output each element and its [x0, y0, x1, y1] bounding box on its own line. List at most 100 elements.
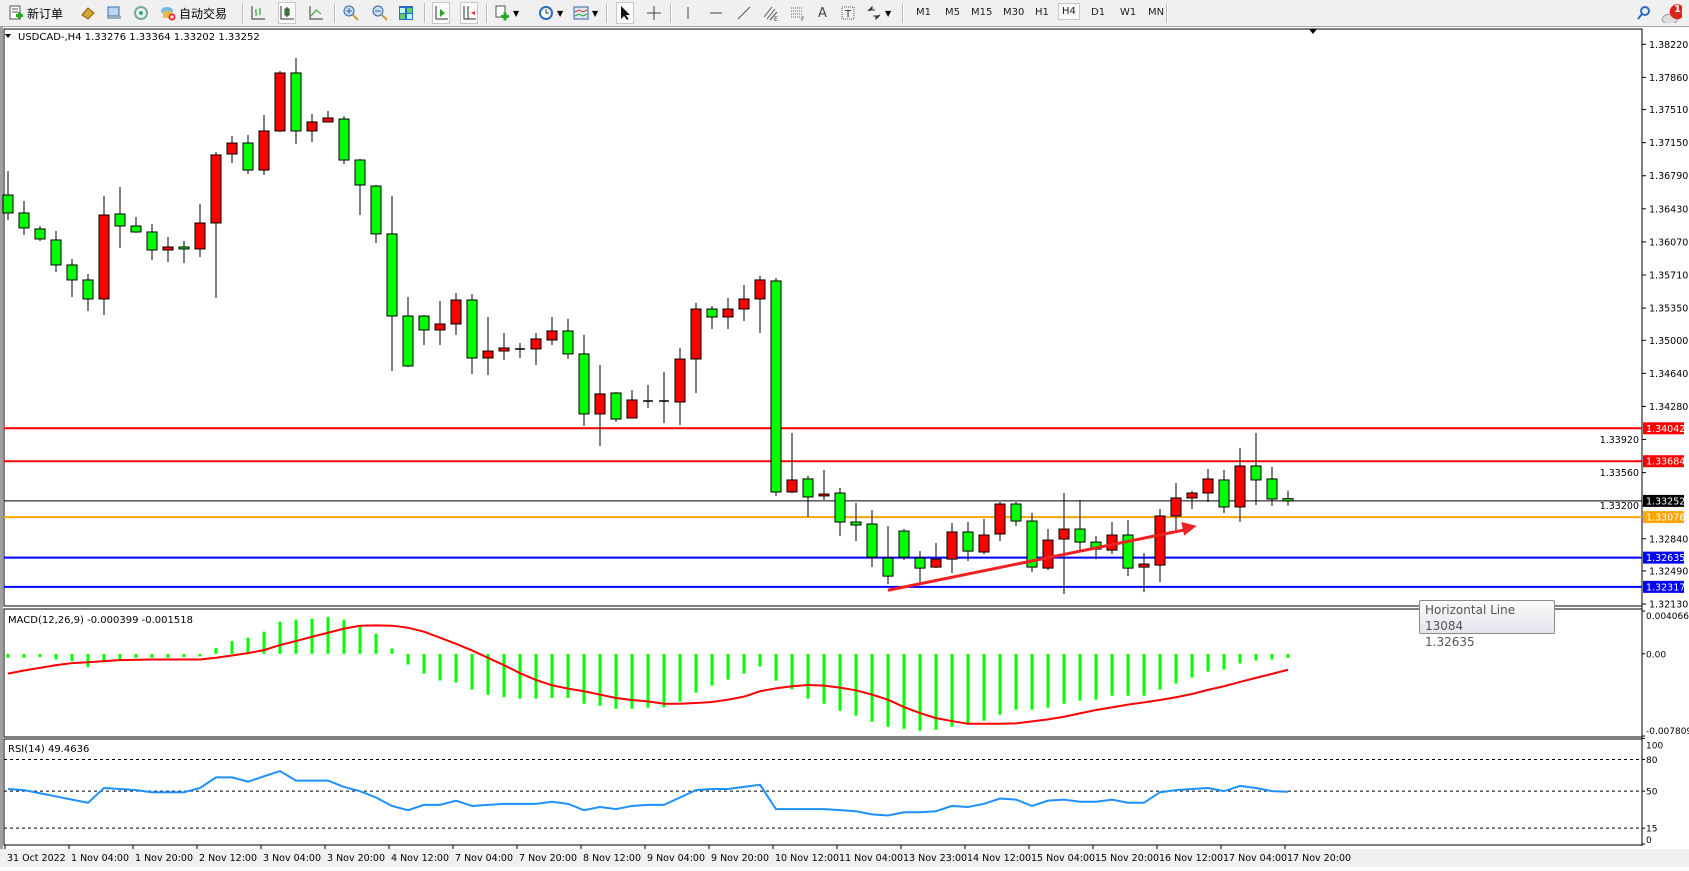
macd-histogram-bar	[1270, 653, 1274, 660]
candle	[290, 57, 302, 145]
chart-window[interactable]: 1.34042 1.33684 1.33252 1.33076 1.32635 1.323…	[0, 27, 1689, 867]
notification-button[interactable]: 1	[1660, 3, 1682, 23]
timeframe-mn[interactable]: MN	[1148, 7, 1165, 18]
candle-body	[274, 72, 286, 132]
candle-body	[706, 308, 718, 318]
signals-button[interactable]	[133, 3, 149, 23]
trend-arrow-line[interactable]	[887, 527, 1188, 592]
macd-histogram-bar	[118, 653, 122, 660]
zoom-in-button[interactable]	[343, 3, 359, 23]
vertical-line-button[interactable]	[680, 3, 696, 23]
candle	[578, 334, 590, 427]
candle-body	[898, 530, 910, 558]
trend-arrow-head-icon[interactable]	[1181, 522, 1197, 536]
candle-body	[130, 225, 142, 233]
candle-body	[978, 534, 990, 553]
bar-chart-button[interactable]	[250, 3, 266, 23]
candle-body	[402, 315, 414, 367]
candle-body	[450, 299, 462, 325]
timeframe-w1[interactable]: W1	[1120, 7, 1137, 18]
equidistant-channel-button[interactable]: E	[763, 3, 779, 23]
candle	[962, 522, 974, 562]
price-axis-label: 1.37860	[1649, 73, 1688, 84]
periods-button[interactable]: ▼	[538, 3, 563, 23]
macd-histogram-bar	[454, 653, 458, 683]
macd-histogram-bar	[566, 653, 570, 699]
candle	[818, 469, 830, 500]
macd-histogram-bar	[918, 653, 922, 731]
candle-body	[1010, 503, 1022, 522]
timeframe-m30[interactable]: M30	[1003, 7, 1025, 18]
macd-histogram-bar	[390, 648, 394, 654]
search-button[interactable]	[1636, 3, 1652, 23]
templates-button[interactable]: ▼	[573, 3, 598, 23]
timeframe-m1[interactable]: M1	[916, 7, 931, 18]
new-order-icon	[9, 5, 23, 20]
price-label-bg	[1643, 494, 1684, 507]
new-order-button[interactable]: 新订单	[8, 3, 63, 23]
macd-histogram-bar	[1078, 653, 1082, 701]
candle	[274, 70, 286, 132]
text-button[interactable]: A	[818, 3, 827, 23]
candle	[546, 316, 558, 345]
auto-scroll-icon	[435, 6, 448, 20]
macd-histogram-bar	[630, 653, 634, 709]
indicators-button[interactable]: ▼	[494, 3, 519, 23]
macd-histogram-bar	[614, 653, 618, 709]
market-watch-button[interactable]	[80, 3, 96, 23]
trendline-button[interactable]	[736, 3, 752, 23]
candle-body	[226, 142, 238, 155]
tooltip-value: 1.32635	[1425, 635, 1475, 649]
candlestick-button[interactable]	[278, 2, 296, 24]
timeframe-h1[interactable]: H1	[1035, 7, 1049, 18]
macd-title: MACD(12,26,9) -0.000399 -0.001518	[8, 615, 193, 626]
market-watch-icon	[81, 7, 95, 20]
candle-body	[386, 233, 398, 317]
auto-trading-button[interactable]: 自动交易	[160, 3, 227, 23]
arrows-icon	[867, 5, 881, 21]
macd-histogram-bar	[102, 653, 106, 662]
horizontal-line-button[interactable]	[708, 3, 724, 23]
fibonacci-button[interactable]: F	[790, 3, 806, 23]
zoom-out-button[interactable]	[372, 3, 388, 23]
timeframe-h4[interactable]: H4	[1058, 3, 1080, 20]
chart-canvas[interactable]: 1.34042 1.33684 1.33252 1.33076 1.32635 1.323…	[0, 27, 1689, 867]
candle-body	[626, 399, 638, 419]
candle-body	[2, 194, 14, 214]
arrows-button[interactable]: ▼	[866, 3, 891, 23]
candle	[866, 510, 878, 568]
candle	[1074, 499, 1086, 552]
cursor-button[interactable]	[616, 2, 634, 24]
candle-body	[530, 338, 542, 350]
candle	[50, 230, 62, 272]
rsi-axis-label: 100	[1646, 741, 1663, 751]
candle	[946, 522, 958, 574]
candle	[562, 318, 574, 359]
line-chart-button[interactable]	[308, 3, 324, 23]
price-axis-label: 1.36790	[1649, 171, 1688, 182]
candle-body	[82, 279, 94, 300]
chart-shift-button[interactable]	[460, 2, 478, 24]
candle-body	[98, 214, 110, 300]
macd-histogram-bar	[934, 653, 938, 730]
tile-windows-button[interactable]	[398, 3, 414, 23]
timeframe-d1[interactable]: D1	[1091, 7, 1106, 18]
candle-body	[194, 222, 206, 250]
candle	[482, 316, 494, 375]
text-label-button[interactable]: T	[840, 3, 856, 23]
timeframe-m5[interactable]: M5	[945, 7, 960, 18]
macd-histogram-bar	[1110, 653, 1114, 696]
data-window-button[interactable]	[106, 3, 122, 23]
candle-body	[946, 531, 958, 560]
crosshair-button[interactable]	[646, 3, 662, 23]
macd-histogram-bar	[22, 653, 26, 658]
chart-shift-marker-icon[interactable]	[1309, 29, 1317, 34]
horizontal-line-tooltip: Horizontal Line 13084 1.32635	[1419, 600, 1555, 649]
auto-scroll-button[interactable]	[432, 2, 450, 24]
timeframe-m15[interactable]: M15	[971, 7, 993, 18]
price-label-bg	[1643, 551, 1684, 564]
time-axis-label: 11 Nov 04:00	[839, 853, 903, 864]
price-axis-label: 1.34640	[1649, 369, 1688, 380]
new-order-label: 新订单	[27, 6, 64, 21]
candle	[1234, 447, 1246, 523]
